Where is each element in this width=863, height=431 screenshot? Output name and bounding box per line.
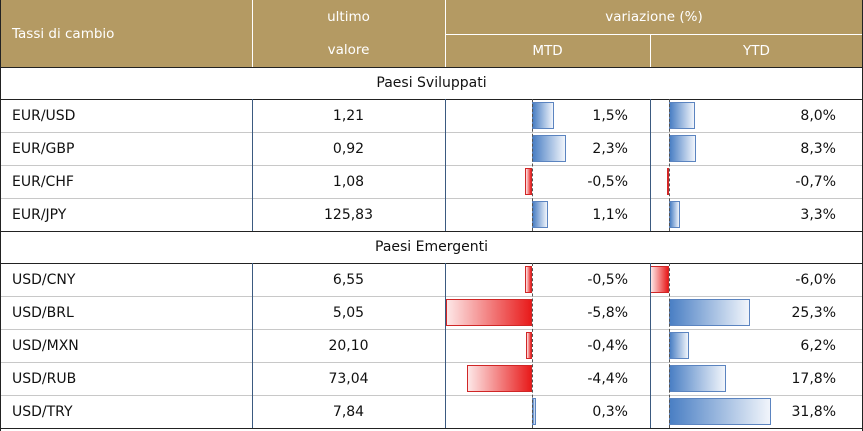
ytd-value: -0,7%: [795, 173, 836, 190]
row-last-value: 5,05: [332, 304, 365, 321]
row-last-value: 6,55: [332, 271, 365, 288]
col-divider-1: [252, 263, 253, 428]
header-mtd: MTD: [445, 34, 650, 67]
mtd-axis: [532, 99, 533, 231]
row-divider: [0, 231, 863, 232]
mtd-bar: [446, 299, 532, 326]
ytd-bar: [669, 398, 771, 425]
row-pair: USD/TRY: [12, 403, 73, 420]
ytd-bar: [666, 168, 669, 195]
ytd-value: 8,3%: [800, 140, 836, 157]
row-last-value: 0,92: [332, 140, 365, 157]
row-divider: [0, 395, 863, 396]
row-pair: EUR/GBP: [12, 140, 75, 157]
row-pair: EUR/JPY: [12, 206, 67, 223]
header-variation: variazione (%): [445, 0, 863, 34]
row-divider: [0, 362, 863, 363]
header-ytd-label: YTD: [743, 42, 770, 59]
row-divider: [0, 132, 863, 133]
row-last-value: 7,84: [332, 403, 365, 420]
ytd-value: -6,0%: [795, 271, 836, 288]
header-last-value-line1: ultimo: [327, 8, 370, 25]
mtd-value: 0,3%: [592, 403, 628, 420]
row-last-value: 1,08: [332, 173, 365, 190]
mtd-value: 1,5%: [592, 107, 628, 124]
mtd-value: 1,1%: [592, 206, 628, 223]
section-divider: [0, 263, 863, 264]
mtd-bar: [466, 365, 532, 392]
row-divider: [0, 428, 863, 429]
row-divider: [0, 329, 863, 330]
header-pair-label: Tassi di cambio: [12, 25, 115, 42]
row-pair: EUR/CHF: [12, 173, 74, 190]
header-last-value-line2: valore: [327, 42, 370, 59]
row-last-value: 125,83: [324, 206, 373, 223]
header-ytd: YTD: [650, 34, 863, 67]
col-divider-2: [445, 99, 446, 231]
section-divider: [0, 99, 863, 100]
mtd-value: -0,5%: [587, 173, 628, 190]
mtd-value: 2,3%: [592, 140, 628, 157]
header-pair: Tassi di cambio: [0, 0, 252, 67]
ytd-value: 31,8%: [791, 403, 836, 420]
table-left-border: [0, 0, 1, 431]
col-divider-3: [650, 263, 651, 428]
ytd-bar: [669, 135, 696, 162]
col-divider-1: [252, 99, 253, 231]
header-divider-v1: [252, 0, 253, 67]
section-title: Paesi Sviluppati: [376, 75, 487, 91]
ytd-bar: [669, 102, 695, 129]
header-divider-v2: [445, 0, 446, 67]
header-variation-label: variazione (%): [605, 9, 703, 25]
col-divider-3: [650, 99, 651, 231]
row-pair: EUR/USD: [12, 107, 76, 124]
ytd-value: 25,3%: [791, 304, 836, 321]
header-divider-v3: [650, 34, 651, 67]
mtd-bar: [526, 332, 532, 359]
col-divider-2: [445, 263, 446, 428]
mtd-value: -5,8%: [587, 304, 628, 321]
row-pair: USD/RUB: [12, 370, 77, 387]
header-mtd-label: MTD: [532, 42, 563, 59]
ytd-value: 6,2%: [800, 337, 836, 354]
section-title: Paesi Emergenti: [375, 239, 488, 255]
row-last-value: 73,04: [328, 370, 369, 387]
header-divider-h: [445, 34, 863, 35]
ytd-value: 17,8%: [791, 370, 836, 387]
ytd-value: 8,0%: [800, 107, 836, 124]
row-last-value: 1,21: [332, 107, 365, 124]
mtd-value: -0,5%: [587, 271, 628, 288]
mtd-value: -4,4%: [587, 370, 628, 387]
ytd-value: 3,3%: [800, 206, 836, 223]
header-last-value: ultimo valore: [252, 0, 445, 67]
mtd-bar: [524, 168, 532, 195]
mtd-bar: [524, 266, 532, 293]
mtd-axis: [532, 263, 533, 428]
header-bottom-border: [0, 67, 863, 68]
ytd-axis: [669, 99, 670, 231]
ytd-bar: [669, 365, 726, 392]
ytd-bar: [669, 299, 750, 326]
row-last-value: 20,10: [328, 337, 369, 354]
row-pair: USD/CNY: [12, 271, 76, 288]
mtd-value: -0,4%: [587, 337, 628, 354]
row-pair: USD/MXN: [12, 337, 79, 354]
row-divider: [0, 198, 863, 199]
row-divider: [0, 165, 863, 166]
row-pair: USD/BRL: [12, 304, 74, 321]
row-divider: [0, 296, 863, 297]
ytd-axis: [669, 263, 670, 428]
